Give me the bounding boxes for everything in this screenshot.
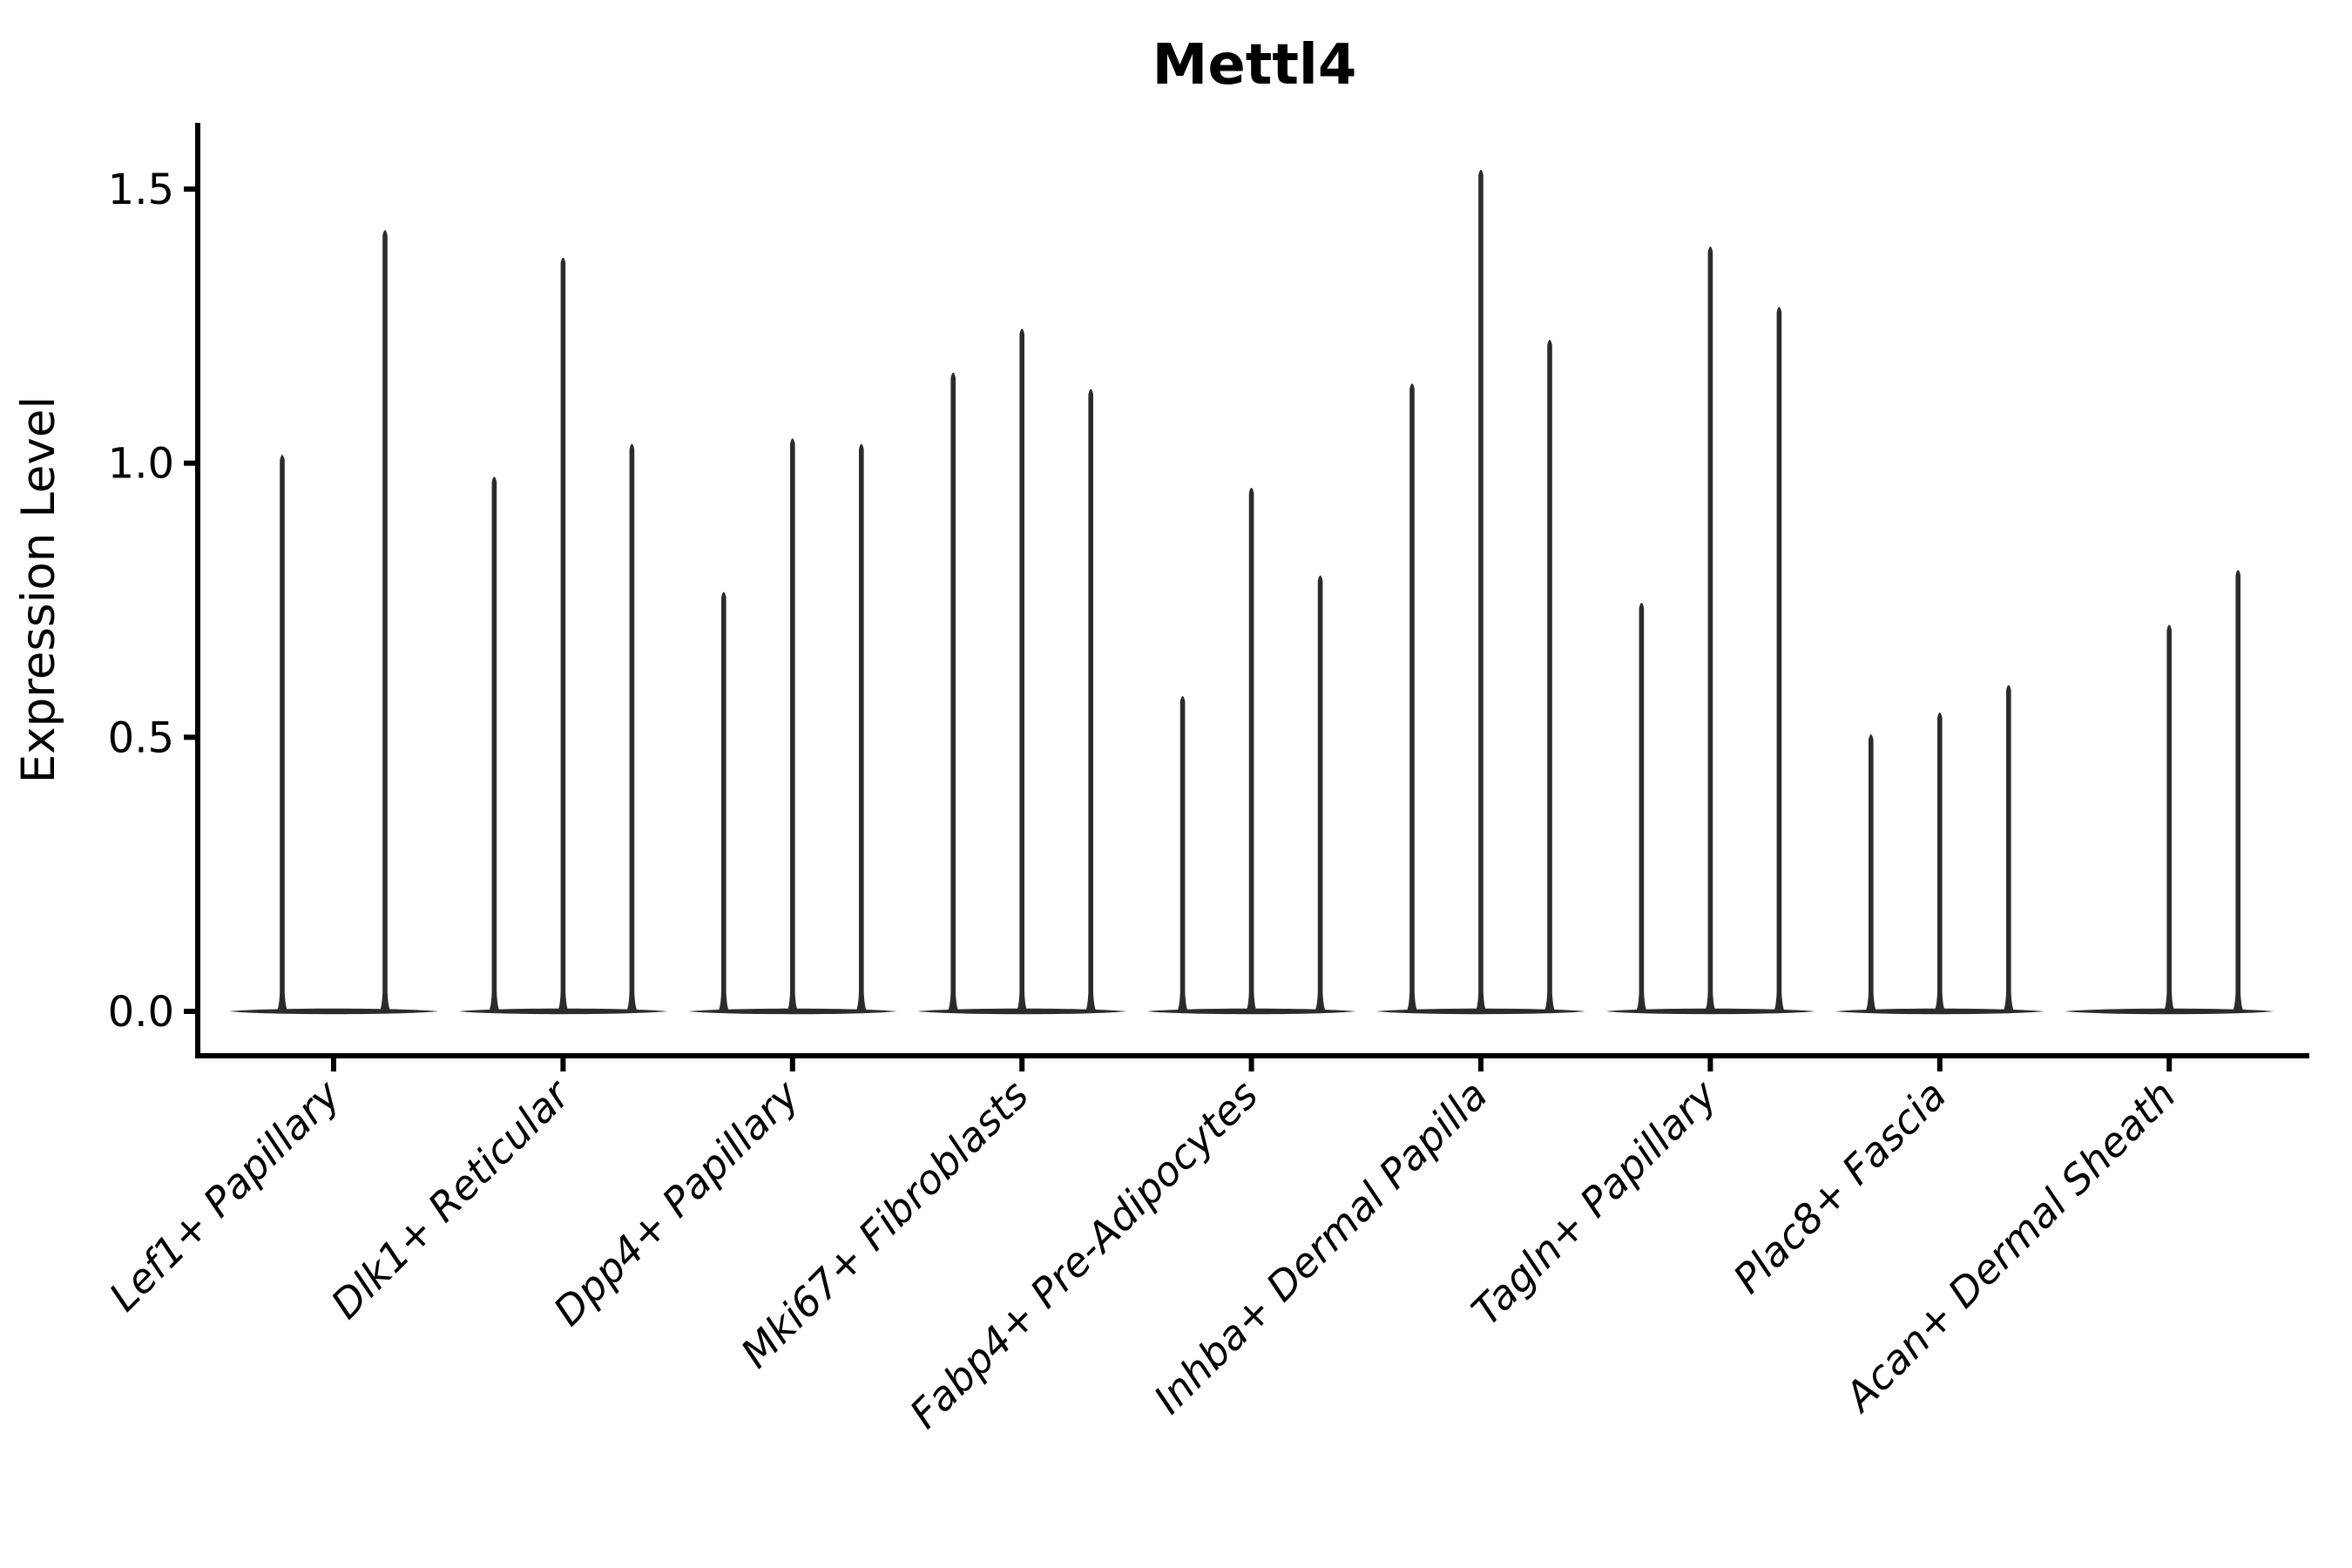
violin-spike [1544,339,1556,1011]
violin-group [458,257,668,1015]
violin-spike [1773,307,1785,1011]
violin-group [1835,685,2044,1015]
violin-spike [276,455,288,1011]
violin-base [229,1008,438,1015]
axes-layer [184,123,2309,1071]
violin-spike [787,438,799,1011]
violin-spike [947,372,959,1011]
violin-spike [2163,625,2175,1011]
violin-group [917,328,1127,1015]
plot-title: Mettl4 [1152,33,1357,98]
y-tick-label: 1.0 [108,440,174,489]
violin-spike [379,230,391,1011]
violin-spike [1315,575,1327,1011]
violin-spike [1406,383,1418,1011]
category-label: Tagln+ Papillary [1463,1071,1727,1335]
violin-spike [1635,603,1647,1011]
violin-spike [1246,487,1258,1011]
violin-spike [1475,169,1487,1012]
y-tick-label: 0.5 [108,713,174,762]
violin-spike [1704,246,1716,1012]
violin-spike [718,591,730,1011]
violin-spike [1177,696,1189,1011]
violin-spike [855,443,868,1011]
category-label: Dpp4+ Papillary [544,1071,808,1335]
violin-spike [1865,734,1877,1011]
violin-spike [1934,712,1946,1011]
category-label: Lef1+ Papillary [100,1071,349,1320]
violin-spike [2003,685,2015,1011]
violin-spike [557,257,569,1011]
violin-spike [1085,389,1097,1011]
y-tick-label: 0.0 [108,988,174,1037]
y-axis-title: Expression Level [12,396,65,783]
y-tick-label: 1.5 [108,166,174,214]
violin-group [1605,246,1815,1015]
violin-group [687,438,897,1015]
violin-spike [625,443,638,1011]
violin-spike [2232,570,2244,1011]
violin-group [229,230,438,1015]
violin-group [1146,487,1356,1015]
violin-spike [488,476,500,1011]
violins-layer [229,169,2274,1015]
violin-group [2065,570,2274,1015]
violin-group [1376,169,1585,1015]
violin-spike [1016,328,1028,1011]
category-label: Plac8+ Fascia [1724,1071,1955,1302]
category-label: Dlk1+ Reticular [322,1069,581,1328]
